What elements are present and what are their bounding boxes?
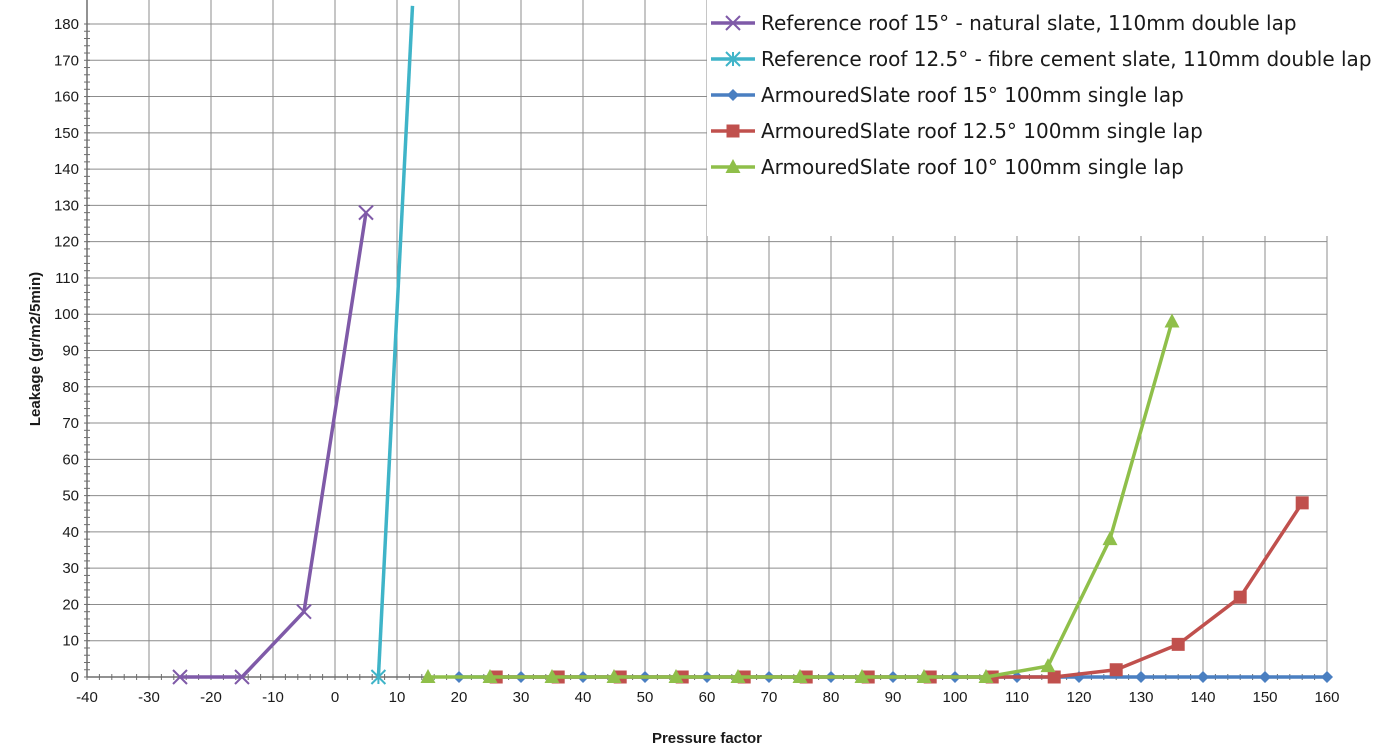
x-tick-label: 80	[823, 689, 840, 706]
x-tick-label: 150	[1252, 689, 1277, 706]
x-marker	[725, 15, 741, 31]
y-tick-label: 100	[54, 306, 79, 323]
star-marker	[370, 669, 387, 685]
square-marker	[1233, 590, 1247, 604]
y-tick-label: 180	[54, 16, 79, 33]
x-tick-label: 130	[1128, 689, 1153, 706]
x-tick-label: 50	[637, 689, 654, 706]
x-tick-label: 110	[1005, 689, 1029, 706]
y-tick-label: 130	[54, 197, 79, 214]
x-tick-label: 160	[1314, 689, 1339, 706]
square-marker	[1109, 663, 1123, 677]
x-marker	[296, 603, 312, 620]
series-line	[376, 5, 415, 678]
triangle-marker	[725, 159, 741, 173]
legend-label: Reference roof 12.5° - fibre cement slat…	[761, 47, 1372, 71]
square-marker	[726, 124, 740, 138]
x-marker	[358, 204, 374, 221]
diamond-marker	[727, 89, 739, 101]
square-marker	[1295, 496, 1309, 510]
diamond-marker	[1259, 671, 1271, 683]
y-tick-label: 170	[54, 52, 79, 69]
triangle-marker	[668, 669, 684, 683]
x-marker	[172, 669, 188, 685]
legend-label: ArmouredSlate roof 10° 100mm single lap	[761, 155, 1184, 179]
x-marker-stroke	[234, 669, 250, 685]
triangle-marker	[978, 669, 994, 683]
legend-item: Reference roof 12.5° - fibre cement slat…	[711, 47, 1372, 71]
triangle-marker	[420, 669, 436, 683]
y-tick-label: 80	[62, 379, 79, 396]
x-tick-label: 60	[699, 689, 716, 706]
legend-item: Reference roof 15° - natural slate, 110m…	[711, 11, 1297, 35]
y-tick-label: 40	[62, 524, 79, 541]
x-tick-label: 100	[942, 689, 967, 706]
y-tick-label: 150	[54, 125, 79, 142]
square-marker	[1047, 670, 1061, 684]
x-tick-label: -10	[262, 689, 284, 706]
y-tick-label: 20	[62, 596, 79, 613]
triangle-marker	[1102, 531, 1118, 546]
legend-box	[707, 0, 1399, 236]
triangle-marker	[792, 669, 808, 683]
y-tick-label: 120	[54, 234, 79, 251]
x-marker-stroke	[725, 15, 741, 31]
legend-label: Reference roof 15° - natural slate, 110m…	[761, 11, 1297, 35]
x-tick-label: 0	[331, 689, 339, 706]
star-marker	[725, 51, 741, 67]
diamond-marker	[1135, 671, 1147, 683]
triangle-marker	[1040, 658, 1056, 673]
series-group	[172, 5, 1333, 685]
y-tick-label: 70	[62, 415, 79, 432]
x-tick-label: 140	[1190, 689, 1215, 706]
legend: Reference roof 15° - natural slate, 110m…	[707, 0, 1399, 236]
legend-item: ArmouredSlate roof 12.5° 100mm single la…	[711, 119, 1203, 143]
series-line	[180, 212, 368, 679]
y-tick-label: 10	[62, 633, 79, 650]
axes: -40 -30 -20 -10 0 10 20 30 40 50 60 70 80 90 100 110 120…	[54, 0, 1340, 706]
x-tick-label: 120	[1066, 689, 1091, 706]
y-tick-label: 60	[62, 451, 79, 468]
triangle-marker	[730, 669, 746, 683]
x-tick-label: -30	[138, 689, 160, 706]
x-tick-label: -20	[200, 689, 222, 706]
x-marker-stroke	[296, 603, 312, 620]
y-tick-label: 0	[71, 669, 79, 686]
x-tick-label: 90	[885, 689, 902, 706]
legend-item: ArmouredSlate roof 10° 100mm single lap	[711, 155, 1184, 179]
x-marker-stroke	[172, 669, 188, 685]
y-tick-label: 110	[55, 270, 79, 287]
x-marker	[234, 669, 250, 685]
y-tick-label: 160	[54, 89, 79, 106]
triangle-marker	[854, 669, 870, 683]
legend-label: ArmouredSlate roof 15° 100mm single lap	[761, 83, 1184, 107]
legend-label: ArmouredSlate roof 12.5° 100mm single la…	[761, 119, 1203, 143]
x-tick-label: -40	[76, 689, 98, 706]
y-tick-label: 90	[62, 343, 79, 360]
legend-item: ArmouredSlate roof 15° 100mm single lap	[711, 83, 1184, 107]
x-axis-title: Pressure factor	[652, 730, 762, 744]
series-5	[420, 313, 1180, 683]
x-tick-label: 30	[513, 689, 530, 706]
diamond-marker	[1321, 671, 1333, 683]
x-tick-label: 70	[761, 689, 778, 706]
triangle-marker	[544, 669, 560, 683]
y-tick-label: 30	[62, 560, 79, 577]
triangle-marker	[482, 669, 498, 683]
x-tick-label: 20	[451, 689, 468, 706]
x-tick-label: 10	[389, 689, 406, 706]
x-marker-stroke	[358, 204, 374, 221]
y-tick-label: 140	[54, 161, 79, 178]
triangle-marker	[1164, 313, 1180, 328]
square-marker	[1171, 637, 1185, 651]
y-tick-label: 50	[62, 488, 79, 505]
series-2	[370, 5, 415, 685]
y-axis-title: Leakage (gr/m2/5min)	[27, 272, 44, 426]
x-tick-label: 40	[575, 689, 592, 706]
triangle-marker	[606, 669, 622, 683]
series-1	[172, 204, 374, 685]
triangle-marker	[916, 669, 932, 683]
diamond-marker	[1197, 671, 1209, 683]
